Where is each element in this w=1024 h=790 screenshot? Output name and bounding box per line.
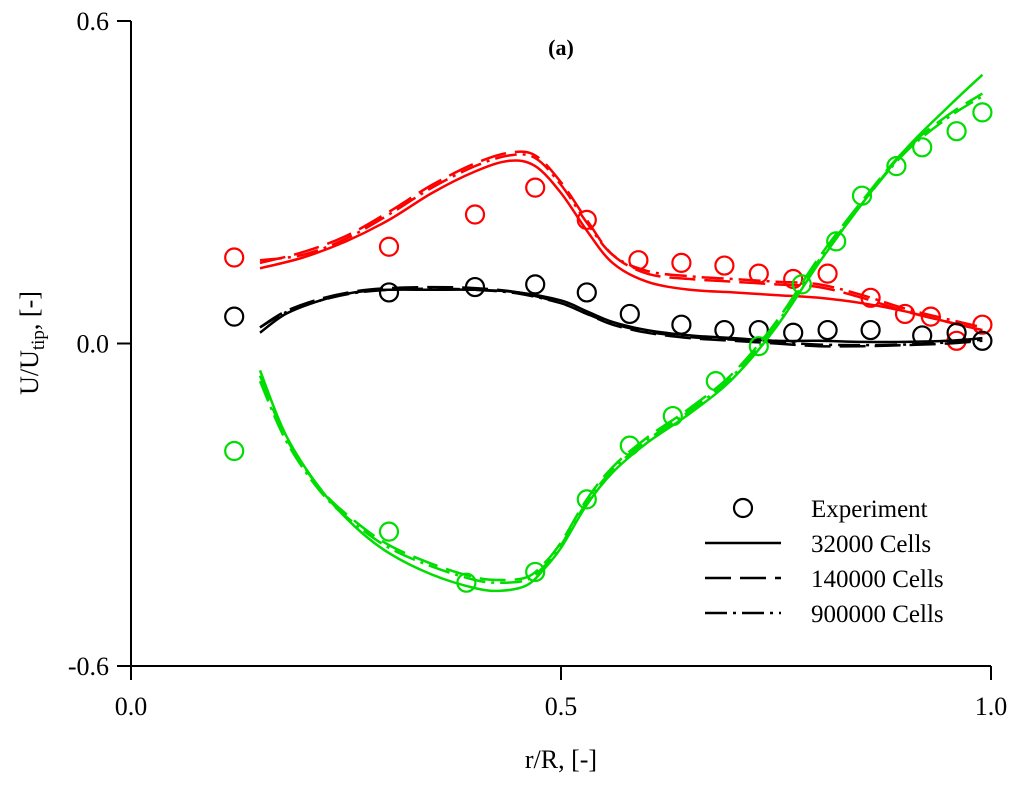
experiment-marker <box>378 521 400 542</box>
experiment-marker <box>525 177 546 198</box>
experiment-marker <box>714 255 735 276</box>
experiment-marker <box>576 282 597 303</box>
experiment-marker <box>456 572 477 593</box>
experiment-marker <box>860 319 881 341</box>
experiment-marker <box>912 325 933 346</box>
experiment-marker <box>628 250 649 271</box>
series-line-dashdot <box>258 95 984 584</box>
y-axis-title-subscript: tip <box>28 330 49 350</box>
experiment-marker <box>920 306 941 327</box>
x-tick-label: 0.5 <box>545 692 578 721</box>
y-tick-label: -0.6 <box>68 652 109 681</box>
experiment-marker <box>576 489 597 510</box>
experiment-marker <box>224 440 245 462</box>
experiment-marker <box>860 287 881 308</box>
experiment-marker <box>619 303 640 325</box>
experiment-marker <box>464 204 486 225</box>
experiment-marker <box>791 274 812 295</box>
experiment-marker <box>224 247 245 268</box>
experiment-marker <box>972 314 993 335</box>
experiment-marker <box>826 231 847 252</box>
series-line-dash <box>258 92 984 582</box>
experiment-marker <box>894 303 916 325</box>
experiment-marker <box>748 263 769 284</box>
experiment-marker <box>525 274 546 295</box>
component-group <box>224 73 993 593</box>
experiment-marker <box>817 319 838 341</box>
experiment-marker <box>671 314 692 335</box>
experiment-marker <box>662 405 683 427</box>
experiment-marker <box>912 137 933 158</box>
x-tick-label: 0.0 <box>115 692 148 721</box>
component-group <box>224 150 993 351</box>
series-layer <box>224 73 993 593</box>
experiment-marker <box>224 306 245 327</box>
experiment-marker <box>946 322 967 343</box>
experiment-marker <box>886 156 907 177</box>
legend-label: Experiment <box>811 496 928 523</box>
component-group <box>224 274 993 351</box>
legend: Experiment 32000 Cells 140000 Cells 900000 … <box>705 496 944 628</box>
experiment-marker <box>525 561 546 583</box>
experiment-marker <box>817 263 838 284</box>
legend-label: 900000 Cells <box>811 601 944 628</box>
experiment-marker <box>671 252 692 273</box>
x-axis-title: r/R, [-] <box>525 745 597 774</box>
experiment-marker <box>972 102 993 123</box>
experiment-marker <box>946 121 967 142</box>
experiment-marker <box>748 319 769 341</box>
y-axis-title-tail: , [-] <box>15 291 44 330</box>
ticks-layer: 0.0 0.5 1.00.60.0-0.6 <box>68 7 1007 721</box>
experiment-marker <box>619 435 640 456</box>
legend-label: 140000 Cells <box>811 566 944 593</box>
y-tick-label: 0.0 <box>77 330 110 359</box>
experiment-marker <box>851 185 873 206</box>
y-axis-title-main: U/U <box>15 350 44 395</box>
experiment-marker <box>748 336 769 357</box>
legend-label: 32000 Cells <box>811 531 931 558</box>
experiment-marker <box>783 322 804 343</box>
y-axis-title: U/Utip, [-] <box>15 291 49 395</box>
experiment-marker <box>378 282 400 303</box>
experiment-marker <box>576 209 597 230</box>
y-tick-label: 0.6 <box>77 7 110 36</box>
experiment-marker <box>464 276 486 298</box>
series-line-dash <box>259 150 983 332</box>
experiment-marker <box>705 371 726 392</box>
experiment-marker <box>972 330 993 351</box>
panel-label: (a) <box>548 35 574 60</box>
series-line-solid <box>258 73 984 593</box>
series-line-solid <box>259 159 983 332</box>
x-tick-label: 1.0 <box>975 692 1008 721</box>
experiment-marker <box>714 319 735 341</box>
experiment-marker <box>378 236 400 257</box>
legend-symbol-circle <box>732 497 754 519</box>
series-line-dashdot <box>259 287 983 347</box>
series-line-dashdot <box>259 153 983 329</box>
